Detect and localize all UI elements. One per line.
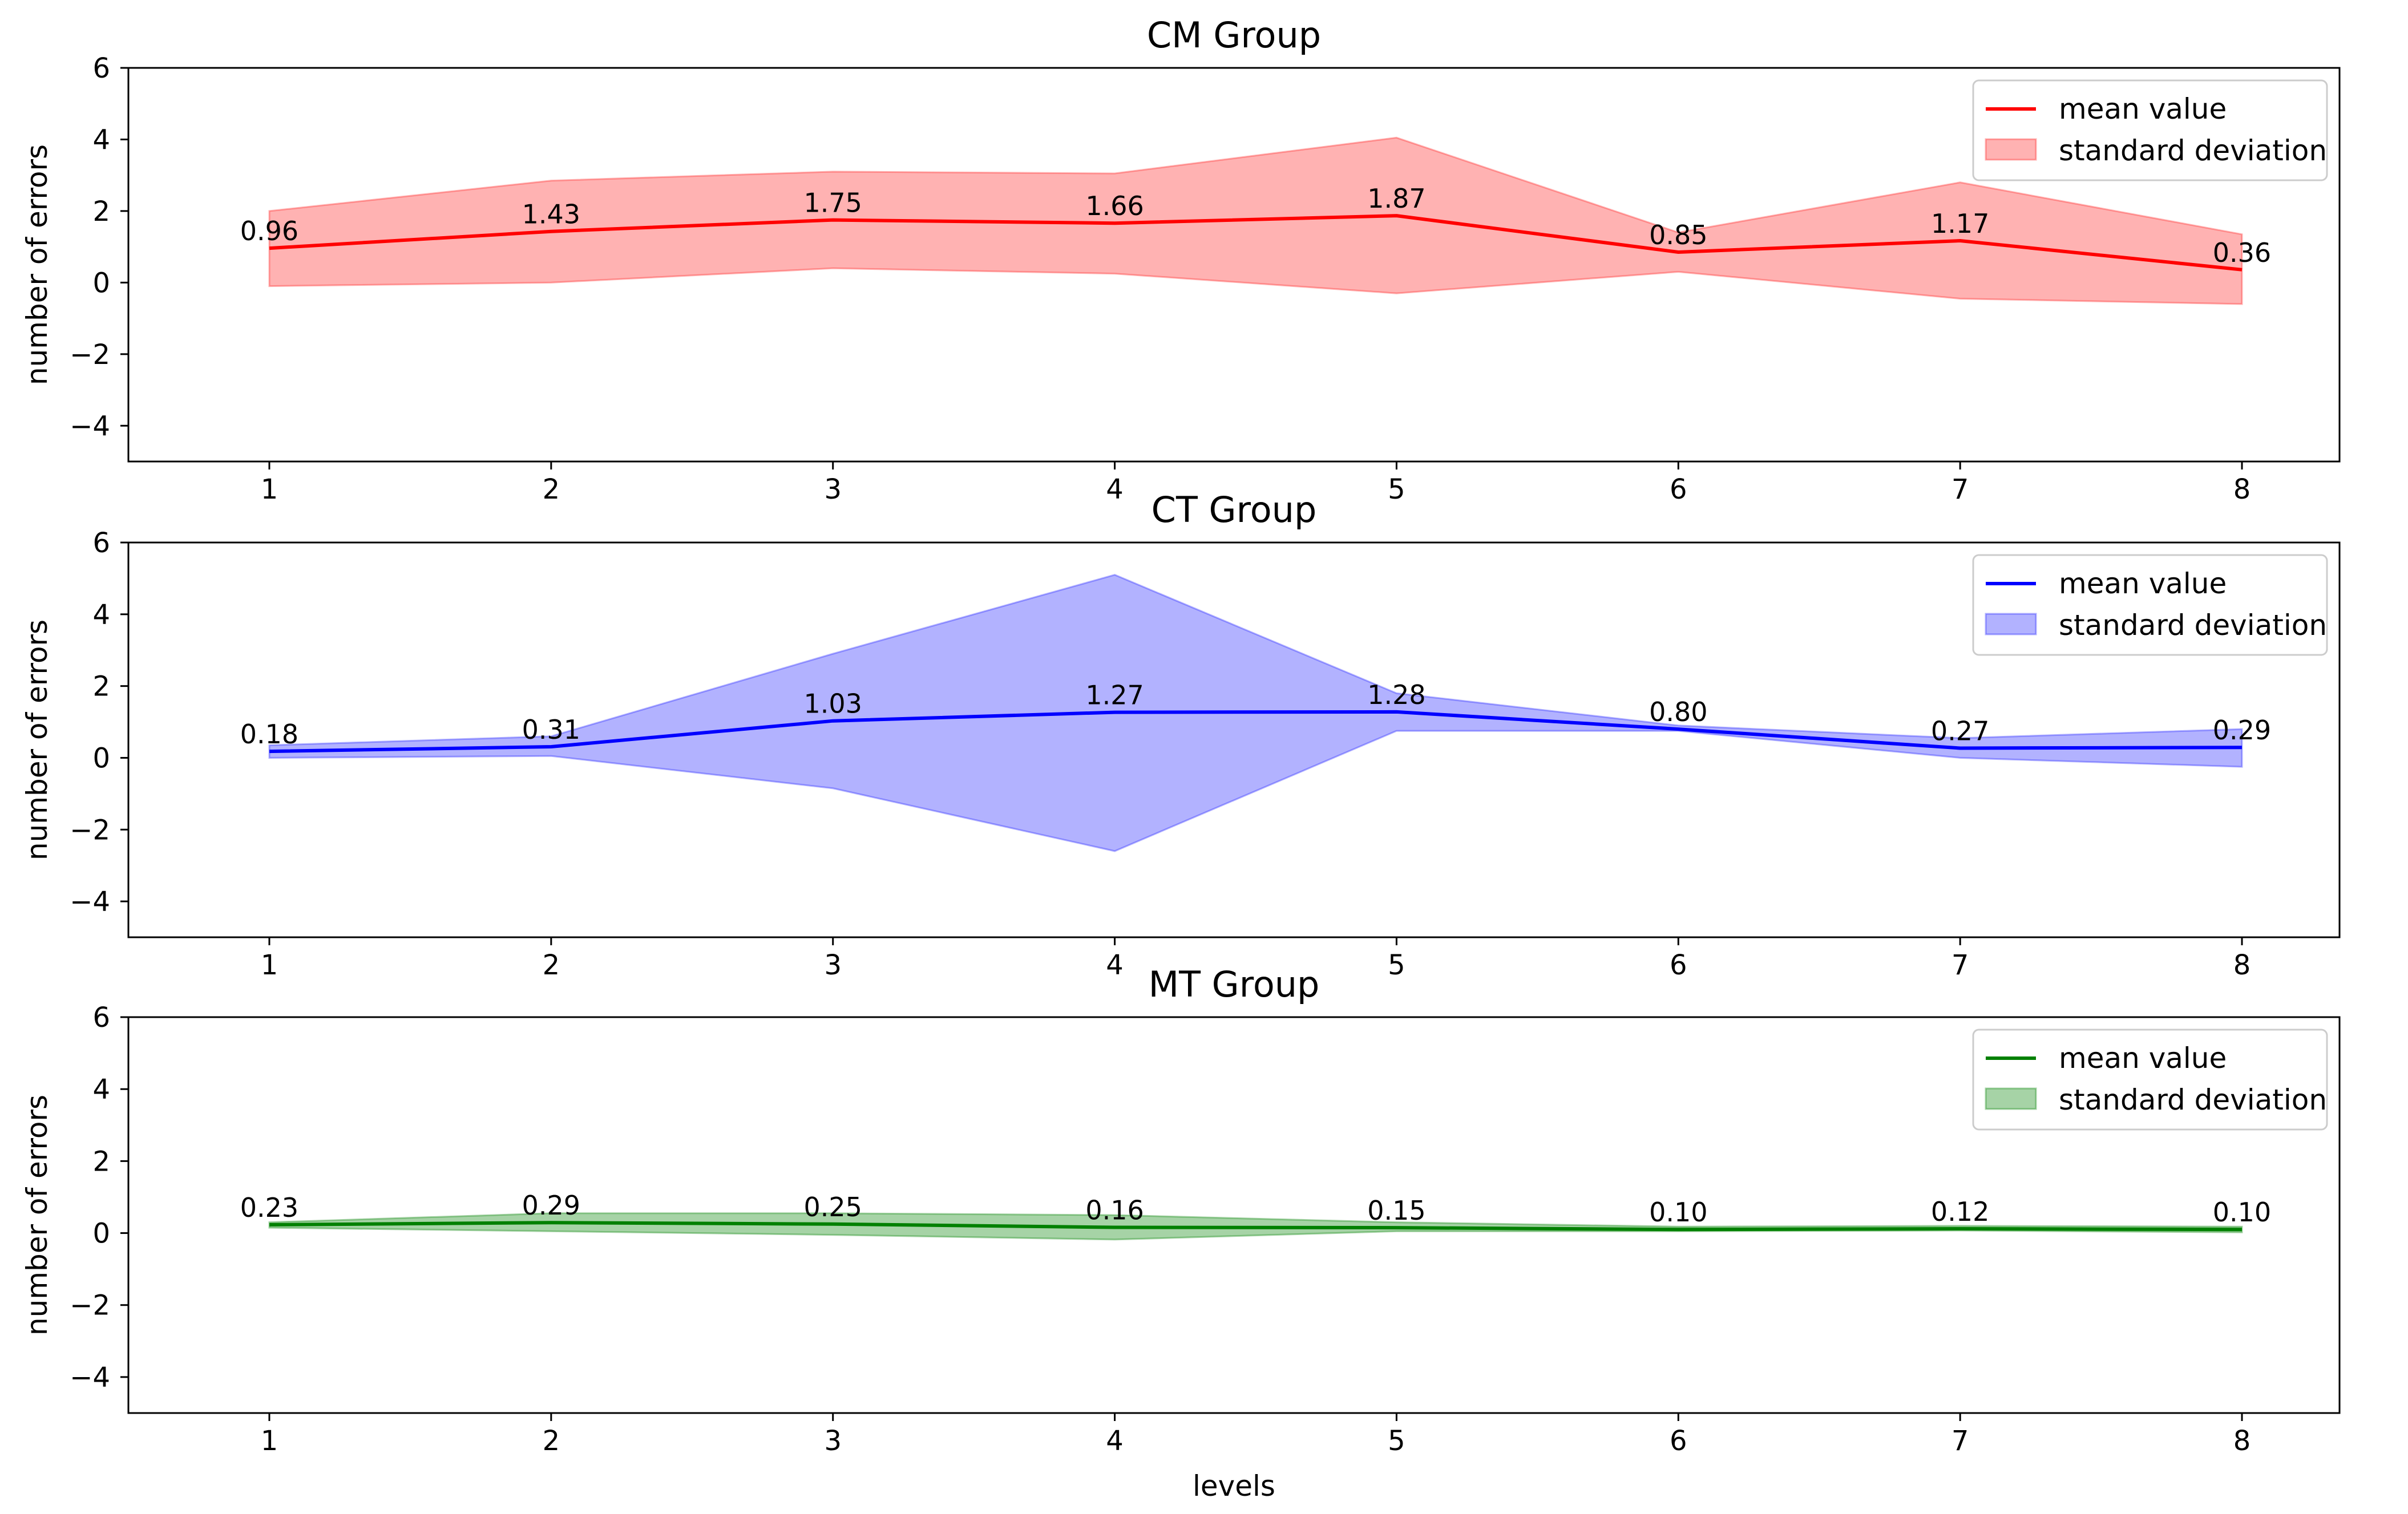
- legend-band-swatch: [1985, 138, 2037, 161]
- data-label: 1.27: [1085, 680, 1144, 711]
- legend-label-std: standard deviation: [2059, 1083, 2327, 1116]
- x-tick-label: 7: [1952, 1425, 1969, 1457]
- y-tick-label: 4: [92, 124, 110, 156]
- legend: mean value standard deviation: [1972, 1029, 2328, 1131]
- data-label: 0.85: [1649, 220, 1707, 250]
- legend-box: [1972, 1029, 2328, 1131]
- chart-title: CT Group: [1152, 489, 1317, 531]
- x-tick-label: 5: [1388, 1425, 1405, 1457]
- data-label: 1.66: [1085, 191, 1144, 221]
- legend-box: [1972, 554, 2328, 656]
- legend: mean value standard deviation: [1972, 79, 2328, 181]
- y-tick-label: −2: [70, 814, 110, 846]
- data-label: 0.12: [1931, 1196, 1989, 1227]
- y-tick-label: −4: [70, 410, 110, 442]
- data-label: 0.27: [1931, 715, 1989, 746]
- x-tick-label: 4: [1106, 1425, 1124, 1457]
- legend-label-mean: mean value: [2059, 92, 2227, 126]
- legend-box: [1972, 79, 2328, 181]
- y-tick-label: 0: [92, 1218, 110, 1250]
- data-label: 0.10: [1649, 1197, 1707, 1228]
- x-axis-label: levels: [1193, 1470, 1275, 1503]
- data-label: 1.28: [1367, 679, 1425, 710]
- x-tick-label: 5: [1388, 949, 1405, 981]
- x-tick-label: 3: [824, 1425, 842, 1457]
- legend: mean value standard deviation: [1972, 554, 2328, 656]
- data-label: 0.25: [804, 1192, 862, 1222]
- x-tick-label: 8: [2233, 1425, 2251, 1457]
- data-label: 0.23: [240, 1192, 298, 1223]
- x-tick-label: 1: [261, 949, 278, 981]
- y-tick-label: 4: [92, 599, 110, 631]
- legend-label-mean: mean value: [2059, 567, 2227, 600]
- mean-value-line: [269, 710, 2243, 754]
- y-axis-label: number of errors: [21, 620, 54, 860]
- data-label: 0.36: [2213, 237, 2271, 268]
- x-tick-label: 6: [1670, 949, 1687, 981]
- x-tick-label: 8: [2233, 473, 2251, 505]
- x-tick-label: 1: [261, 1425, 278, 1457]
- x-tick-label: 2: [543, 949, 560, 981]
- mean-value-line: [269, 214, 2243, 272]
- legend-label-mean: mean value: [2059, 1042, 2227, 1075]
- y-tick-label: 4: [92, 1074, 110, 1106]
- y-tick-label: 6: [92, 527, 110, 559]
- legend-label-std: standard deviation: [2059, 609, 2327, 642]
- y-tick-label: 6: [92, 52, 110, 84]
- x-tick-label: 7: [1952, 949, 1969, 981]
- x-tick-label: 4: [1106, 473, 1124, 505]
- y-tick-label: −4: [70, 886, 110, 918]
- legend-label-std: standard deviation: [2059, 134, 2327, 167]
- y-tick-label: 0: [92, 267, 110, 299]
- y-tick-label: 2: [92, 196, 110, 228]
- legend-band-swatch: [1985, 1087, 2037, 1110]
- data-label: 1.87: [1367, 183, 1425, 214]
- data-label: 0.29: [2213, 715, 2271, 746]
- x-tick-label: 3: [824, 949, 842, 981]
- chart-title: CM Group: [1147, 14, 1321, 56]
- data-label: 0.15: [1367, 1195, 1425, 1226]
- x-tick-label: 4: [1106, 949, 1124, 981]
- plot-frame: [127, 541, 2341, 938]
- data-label: 0.31: [522, 714, 580, 745]
- data-label: 0.29: [522, 1190, 580, 1221]
- data-label: 0.80: [1649, 697, 1707, 727]
- data-label: 0.16: [1085, 1195, 1144, 1225]
- y-tick-label: 0: [92, 742, 110, 774]
- chart-panel-1: 0.96 1.43 1.75 1.66 1.87 0.85 1.17 0.36 1 2 3 4 5 6 7 8…: [21, 14, 2341, 505]
- chart-title: MT Group: [1149, 964, 1320, 1005]
- x-tick-label: 2: [543, 1425, 560, 1457]
- data-label: 0.18: [240, 719, 298, 750]
- y-tick-label: −4: [70, 1362, 110, 1394]
- data-label: 0.10: [2213, 1197, 2271, 1228]
- chart-panel-3: 0.23 0.29 0.25 0.16 0.15 0.10 0.12 0.10 1 2 3 4 5 6 7 8…: [21, 964, 2341, 1503]
- legend-band-swatch: [1985, 613, 2037, 635]
- y-axis-label: number of errors: [21, 1095, 54, 1335]
- x-tick-label: 7: [1952, 473, 1969, 505]
- y-tick-label: 2: [92, 671, 110, 703]
- x-tick-label: 1: [261, 473, 278, 505]
- y-tick-label: −2: [70, 1290, 110, 1322]
- plot-frame: [127, 1016, 2341, 1414]
- x-tick-label: 5: [1388, 473, 1405, 505]
- data-label: 1.75: [804, 188, 862, 218]
- data-label: 1.43: [522, 199, 580, 230]
- y-axis-label: number of errors: [21, 144, 54, 385]
- plot-frame: [127, 67, 2341, 463]
- y-tick-label: 2: [92, 1145, 110, 1177]
- x-tick-label: 8: [2233, 949, 2251, 981]
- y-tick-label: 6: [92, 1002, 110, 1034]
- chart-panel-2: 0.18 0.31 1.03 1.27 1.28 0.80 0.27 0.29 1 2 3 4 5 6 7 8…: [21, 489, 2341, 981]
- x-tick-label: 6: [1670, 473, 1687, 505]
- x-tick-label: 6: [1670, 1425, 1687, 1457]
- data-label: 0.96: [240, 216, 298, 246]
- x-tick-label: 3: [824, 473, 842, 505]
- data-label: 1.03: [804, 689, 862, 719]
- y-tick-label: −2: [70, 339, 110, 371]
- data-label: 1.17: [1931, 208, 1989, 239]
- x-tick-label: 2: [543, 473, 560, 505]
- mean-value-line: [269, 1221, 2243, 1232]
